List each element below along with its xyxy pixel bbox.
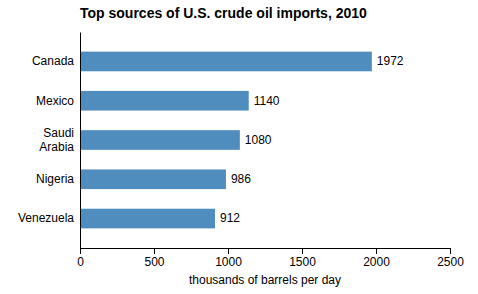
y-tick-label-line: Saudi [43,126,74,140]
x-tick-mark [302,248,303,254]
data-label: 986 [231,172,251,186]
x-tick-label: 2500 [437,255,464,269]
y-tick: SaudiArabia [39,126,74,154]
y-tick: Mexico [36,94,74,108]
bar [80,52,372,72]
x-tick-label: 1000 [215,255,242,269]
x-tick-mark [376,248,377,254]
x-tick-mark [154,248,155,254]
x-tick-label: 500 [144,255,164,269]
x-tick-mark [228,248,229,254]
x-tick: 2000 [363,248,390,269]
y-tick: Nigeria [36,172,74,186]
chart-svg: 0 500 1000 1500 2000 2500 Venezuela Nigeria Saud… [0,0,478,294]
y-tick-label: Nigeria [36,172,74,186]
data-labels: 912 986 1080 1140 1972 [220,54,404,225]
bar [80,169,226,189]
x-tick: 1000 [215,248,242,269]
y-tick-label: SaudiArabia [39,126,74,154]
x-axis: 0 500 1000 1500 2000 2500 [77,248,464,269]
y-tick: Venezuela [18,211,74,225]
y-axis: Venezuela Nigeria SaudiArabia Mexico Canada [18,33,81,249]
y-tick-label-line: Nigeria [36,172,74,186]
data-label: 1140 [254,94,280,108]
y-tick-label-line: Mexico [36,94,74,108]
x-tick-label: 0 [77,255,84,269]
chart-title: Top sources of U.S. crude oil imports, 2… [80,5,367,21]
x-tick: 1500 [289,248,316,269]
y-tick-label-line: Venezuela [18,211,74,225]
bar [80,209,215,229]
y-tick-label: Mexico [36,94,74,108]
y-tick: Canada [32,54,74,68]
y-tick-label: Venezuela [18,211,74,225]
x-tick-mark [80,248,81,254]
y-axis-line [80,33,81,249]
x-tick-label: 1500 [289,255,316,269]
x-tick: 0 [77,248,84,269]
data-label: 1972 [377,54,404,68]
x-tick-mark [450,248,451,254]
bar [80,130,240,150]
y-tick-label-line: Arabia [39,140,74,154]
data-label: 912 [220,211,240,225]
x-tick: 2500 [437,248,464,269]
bar [80,91,249,111]
x-axis-title: thousands of barrels per day [189,273,341,287]
bars [80,52,372,229]
x-axis-line [81,249,451,255]
plot-area: 0 500 1000 1500 2000 2500 Venezuela Nigeria Saud… [18,33,464,269]
chart-container: 0 500 1000 1500 2000 2500 Venezuela Nigeria Saud… [0,0,478,294]
x-tick-label: 2000 [363,255,390,269]
x-tick: 500 [144,248,164,269]
y-tick-label-line: Canada [32,54,74,68]
data-label: 1080 [245,133,272,147]
y-tick-label: Canada [32,54,74,68]
